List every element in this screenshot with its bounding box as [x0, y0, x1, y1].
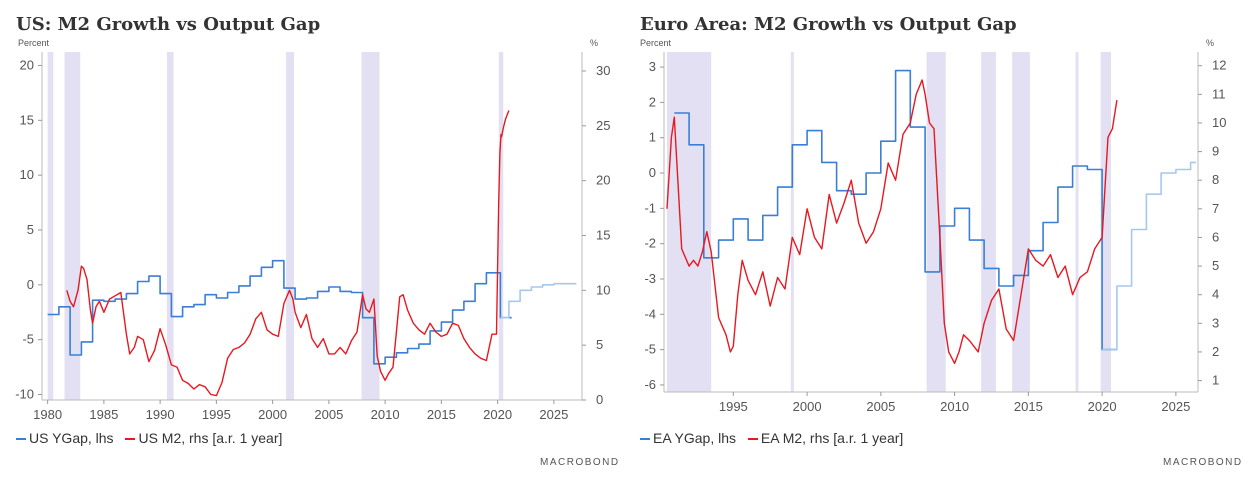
- series-line-1: [1102, 161, 1196, 351]
- recession-band: [286, 52, 294, 400]
- x-tick-label: 2025: [1161, 399, 1190, 414]
- left-tick-label: -2: [644, 236, 656, 251]
- chart-legend: EA YGap, lhs EA M2, rhs [a.r. 1 year]: [640, 430, 911, 446]
- series-line-0: [47, 259, 512, 365]
- right-tick-label: 9: [1212, 144, 1219, 159]
- legend-item-ygap: US YGap, lhs: [16, 430, 114, 446]
- chart-title: US: M2 Growth vs Output Gap: [16, 14, 321, 35]
- legend-label: US M2, rhs [a.r. 1 year]: [138, 430, 283, 446]
- legend-label: EA YGap, lhs: [653, 430, 737, 446]
- legend-label: US YGap, lhs: [29, 430, 114, 446]
- left-tick-label: 0: [27, 277, 34, 292]
- left-tick-label: 2: [649, 94, 656, 109]
- right-tick-label: 15: [596, 227, 610, 242]
- legend-swatch: [16, 438, 26, 441]
- right-tick-label: 25: [596, 118, 610, 133]
- us-chart-panel: US: M2 Growth vs Output Gap Percent% -10 -…: [0, 0, 618, 498]
- recession-band: [981, 52, 996, 392]
- left-unit-label: Percent: [18, 38, 50, 48]
- recession-band: [1075, 52, 1079, 392]
- recession-band: [64, 52, 81, 400]
- right-tick-label: 8: [1212, 172, 1219, 187]
- left-tick-label: 0: [649, 165, 656, 180]
- legend-swatch: [747, 438, 758, 441]
- right-tick-label: 3: [1212, 315, 1219, 330]
- x-tick-label: 1995: [719, 399, 748, 414]
- right-tick-label: 4: [1212, 287, 1219, 302]
- right-unit-label: %: [1206, 38, 1214, 48]
- chart-legend: US YGap, lhs US M2, rhs [a.r. 1 year]: [16, 430, 290, 446]
- recession-band: [498, 52, 504, 400]
- x-tick-label: 2015: [427, 407, 456, 422]
- legend-swatch: [125, 438, 136, 441]
- legend-item-ygap: EA YGap, lhs: [640, 430, 736, 446]
- right-tick-label: 1: [1212, 373, 1219, 388]
- left-tick-label: 10: [20, 167, 34, 182]
- x-tick-label: 1980: [33, 407, 62, 422]
- series-line-2: [66, 110, 510, 397]
- x-tick-label: 2005: [866, 399, 895, 414]
- recession-band: [1012, 52, 1030, 392]
- right-unit-label: %: [590, 38, 598, 48]
- macrobond-logo: MACROBOND: [1163, 457, 1243, 468]
- recession-band: [47, 52, 54, 400]
- x-tick-label: 2020: [483, 407, 512, 422]
- right-tick-label: 10: [596, 282, 610, 297]
- right-tick-label: 5: [1212, 258, 1219, 273]
- left-tick-label: -5: [22, 332, 34, 347]
- x-tick-label: 2010: [940, 399, 969, 414]
- euro-chart-plot: Percent %-6-5-4-3-2-101231234567891011121…: [640, 38, 1226, 414]
- x-tick-label: 1995: [202, 407, 231, 422]
- right-tick-label: 20: [596, 173, 610, 188]
- left-tick-label: 15: [20, 112, 34, 127]
- left-unit-label: Percent: [640, 38, 672, 48]
- x-tick-label: 2020: [1088, 399, 1117, 414]
- left-tick-label: 1: [649, 130, 656, 145]
- left-tick-label: -1: [644, 200, 656, 215]
- right-tick-label: 5: [596, 337, 603, 352]
- recession-band: [790, 52, 794, 392]
- left-tick-label: 20: [20, 57, 34, 72]
- right-tick-label: 2: [1212, 344, 1219, 359]
- right-tick-label: 7: [1212, 201, 1219, 216]
- x-tick-label: 2000: [793, 399, 822, 414]
- legend-swatch: [640, 438, 650, 441]
- right-tick-label: 0: [596, 392, 603, 407]
- left-tick-label: -6: [644, 377, 656, 392]
- left-tick-label: 3: [649, 59, 656, 74]
- legend-item-m2: US M2, rhs [a.r. 1 year]: [125, 430, 282, 446]
- series-line-1: [500, 282, 577, 319]
- right-tick-label: 11: [1212, 86, 1226, 101]
- legend-item-m2: EA M2, rhs [a.r. 1 year]: [747, 430, 904, 446]
- left-tick-label: -4: [644, 306, 656, 321]
- left-tick-label: -3: [644, 271, 656, 286]
- left-tick-label: 5: [27, 222, 34, 237]
- chart-title: Euro Area: M2 Growth vs Output Gap: [640, 14, 1017, 35]
- x-tick-label: 2010: [371, 407, 400, 422]
- right-tick-label: 30: [596, 63, 610, 78]
- left-tick-label: -10: [15, 387, 34, 402]
- x-tick-label: 2025: [539, 407, 568, 422]
- legend-label: EA M2, rhs [a.r. 1 year]: [760, 430, 904, 446]
- x-tick-label: 1985: [89, 407, 118, 422]
- right-tick-label: 6: [1212, 229, 1219, 244]
- series-line-0: [674, 69, 1117, 351]
- macrobond-logo: MACROBOND: [540, 457, 620, 468]
- recession-band: [166, 52, 174, 400]
- x-tick-label: 2005: [314, 407, 343, 422]
- x-tick-label: 2015: [1014, 399, 1043, 414]
- left-tick-label: -5: [644, 342, 656, 357]
- right-tick-label: 10: [1212, 115, 1226, 130]
- x-tick-label: 1990: [146, 407, 175, 422]
- right-tick-label: 12: [1212, 58, 1226, 73]
- x-tick-label: 2000: [258, 407, 287, 422]
- recession-band: [1100, 52, 1111, 392]
- series-line-2: [666, 79, 1118, 365]
- recession-band: [926, 52, 946, 392]
- euro-chart-panel: Euro Area: M2 Growth vs Output Gap Perce…: [630, 0, 1245, 498]
